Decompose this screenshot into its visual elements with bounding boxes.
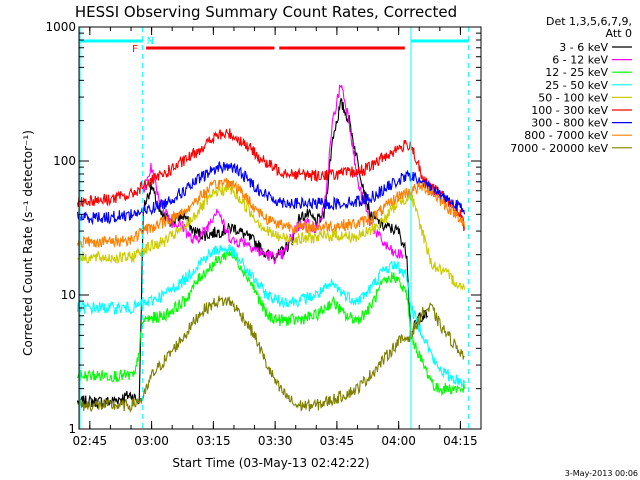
night-flag-label: N [147,36,154,47]
legend-header-line-2: Att 0 [606,27,632,40]
series-line-800-7000-kev [76,177,466,249]
x-tick-label: 03:00 [134,434,169,448]
x-tick-label: 03:30 [258,434,293,448]
series-line-12-25-kev [76,250,466,397]
plot-frame [78,26,482,430]
series-line-50-100-kev [77,183,466,291]
series-line-25-50-kev [76,243,466,388]
series-line-3-6-kev [76,97,428,410]
series-line-7000-20000-kev [77,295,465,413]
series-line-100-300-kev [76,128,466,232]
flare-flag-label: F [132,44,138,55]
x-tick-label: 04:00 [381,434,416,448]
x-tick-label: 04:15 [443,434,478,448]
plot-area: FN 02:45 03:00 03:15 03:30 03:45 04:00 04:15 1 10… [45,20,482,448]
legend-entry-label: 25 - 50 keV [545,79,608,92]
legend-entry-label: 100 - 300 keV [531,104,608,117]
y-tick-label: 10 [61,288,76,302]
series-line-300-800-kev [76,161,466,226]
x-axis-label: Start Time (03-May-13 02:42:22) [172,456,369,470]
chart-title: HESSI Observing Summary Count Rates, Cor… [75,3,457,21]
series-line-6-12-kev [142,84,404,265]
legend-entry-label: 50 - 100 keV [538,91,608,104]
legend-entry-label: 800 - 7000 keV [524,129,608,142]
y-tick-label: 100 [53,154,76,168]
legend-entry-label: 12 - 25 keV [545,66,608,79]
footer-timestamp: 3-May-2013 00:06 [565,469,638,478]
legend-entry-label: 3 - 6 keV [559,41,608,54]
x-tick-label: 02:45 [73,434,108,448]
y-tick-label: 1000 [45,20,76,34]
x-tick-label: 03:45 [320,434,355,448]
legend-header-line-1: Det 1,3,5,6,7,9, [546,15,632,28]
x-tick-label: 03:15 [196,434,231,448]
y-axis-label: Corrected Count Rate (s⁻¹ detector⁻¹) [21,130,35,356]
y-tick-label: 1 [68,422,76,436]
legend-entry-label: 6 - 12 keV [552,54,608,67]
legend-entry-label: 7000 - 20000 keV [510,142,608,155]
legend-entry-label: 300 - 800 keV [531,117,608,130]
